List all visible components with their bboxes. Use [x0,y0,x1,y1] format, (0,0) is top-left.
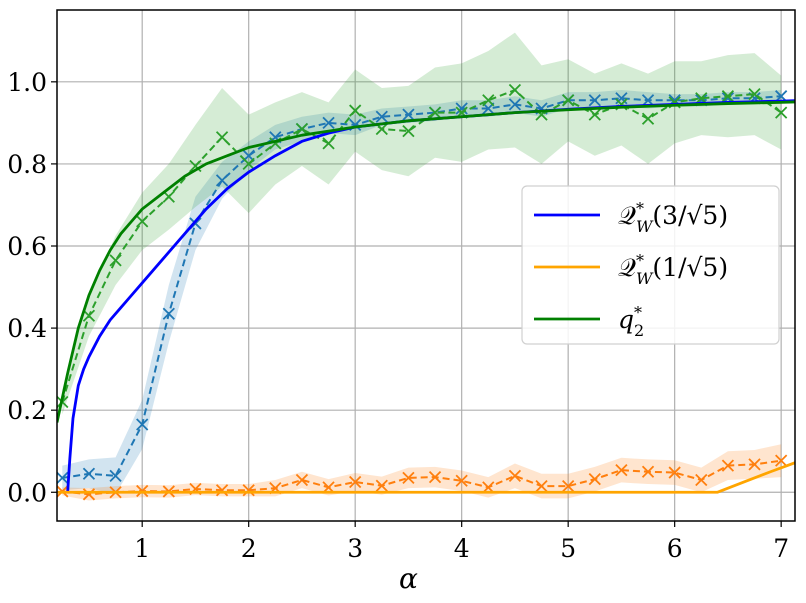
data-point-marker [721,90,735,103]
data-point-marker [375,110,388,123]
legend-label-sub: 2 [634,321,644,340]
data-point-marker [535,479,548,493]
data-point-marker [215,484,229,497]
data-point-marker [482,94,495,107]
y-tick-label: 0.2 [7,396,47,425]
x-tick-label: 6 [667,534,683,563]
data-point-marker [562,94,575,107]
y-tick-label: 0.8 [7,150,47,179]
x-tick-label: 1 [134,534,150,563]
legend-label: q* 2 [618,303,644,340]
empirical-line [62,95,782,479]
legend: 𝒬* W(3/√5)𝒬* W(1/√5)q* 2 [521,185,780,345]
plot-frame [56,9,796,522]
data-point-marker [242,157,255,171]
data-point-marker [508,98,522,111]
data-point-marker [215,174,229,187]
y-tick-label: 0.0 [7,478,47,507]
data-point-marker [295,473,309,487]
legend-label-main: q [618,305,634,334]
data-point-marker [641,465,655,478]
y-tick-label: 1.0 [7,68,47,97]
data-point-marker [189,159,202,173]
data-point-marker [775,106,788,119]
data-point-marker [322,116,335,130]
data-point-marker [455,102,468,115]
theory-series [57,99,795,494]
data-point-marker [588,472,601,486]
legend-label-arg: (3/√5) [652,201,728,230]
data-point-marker [242,484,255,497]
data-point-marker [136,418,149,431]
legend-label-sub: W [636,217,654,236]
data-point-marker [82,309,96,322]
axis-ticks: 1 2 3 4 5 6 7 0.0 0.2 0.4 0.6 0.8 1.0 [7,68,789,563]
data-point-marker [588,94,601,107]
data-point-marker [402,124,415,138]
data-point-marker [82,467,96,480]
theory-line [57,100,795,423]
data-point-marker [562,479,575,493]
x-tick-label: 2 [241,534,257,563]
data-point-marker [322,137,335,150]
data-point-marker [721,459,735,472]
theory-line [57,461,795,494]
legend-box [521,185,780,345]
legend-label: 𝒬* W(1/√5) [618,251,728,288]
legend-label-arg: (1/√5) [652,253,728,282]
data-point-marker [748,88,761,101]
data-point-marker [162,307,175,320]
data-point-marker [641,112,655,125]
legend-label-sup: * [636,199,644,218]
data-point-marker [349,475,362,489]
data-point-marker [57,471,69,485]
x-tick-label: 5 [560,534,576,563]
data-point-marker [215,131,229,144]
confidence-bands [62,32,782,501]
data-point-marker [668,466,681,479]
data-point-marker [295,122,309,136]
legend-label-sup: * [634,303,642,322]
data-point-marker [428,106,442,119]
data-point-marker [508,469,522,482]
legend-label-sup: * [636,251,644,270]
data-point-marker [109,254,122,267]
data-point-marker [455,474,468,487]
x-tick-label: 7 [773,534,789,563]
data-point-marker [748,458,761,471]
data-point-marker [588,108,601,121]
empirical-line [61,88,782,403]
data-point-marker [775,454,788,467]
y-tick-label: 0.4 [7,314,47,343]
data-point-marker [695,473,708,487]
x-tick-label: 3 [347,534,363,563]
legend-label: 𝒬* W(3/√5) [618,199,728,236]
legend-label-main: 𝒬 [618,253,636,282]
empirical-series [57,83,788,501]
x-tick-label: 4 [454,534,470,563]
data-point-marker [375,479,388,492]
confidence-band [62,90,782,495]
data-point-marker [109,469,122,482]
data-point-marker [349,104,362,117]
data-point-marker [508,83,522,97]
data-point-marker [136,215,149,228]
data-point-marker [82,488,96,501]
data-point-marker [402,471,415,485]
data-point-marker [402,108,415,121]
legend-label-sub: W [636,269,654,288]
legend-label-main: 𝒬 [618,201,636,230]
confidence-band [62,32,782,415]
x-axis-label: α [399,562,418,595]
confidence-band [62,444,782,501]
data-point-marker [428,470,442,484]
data-point-marker [615,463,628,477]
y-tick-label: 0.6 [7,232,47,261]
empirical-line [62,459,782,496]
